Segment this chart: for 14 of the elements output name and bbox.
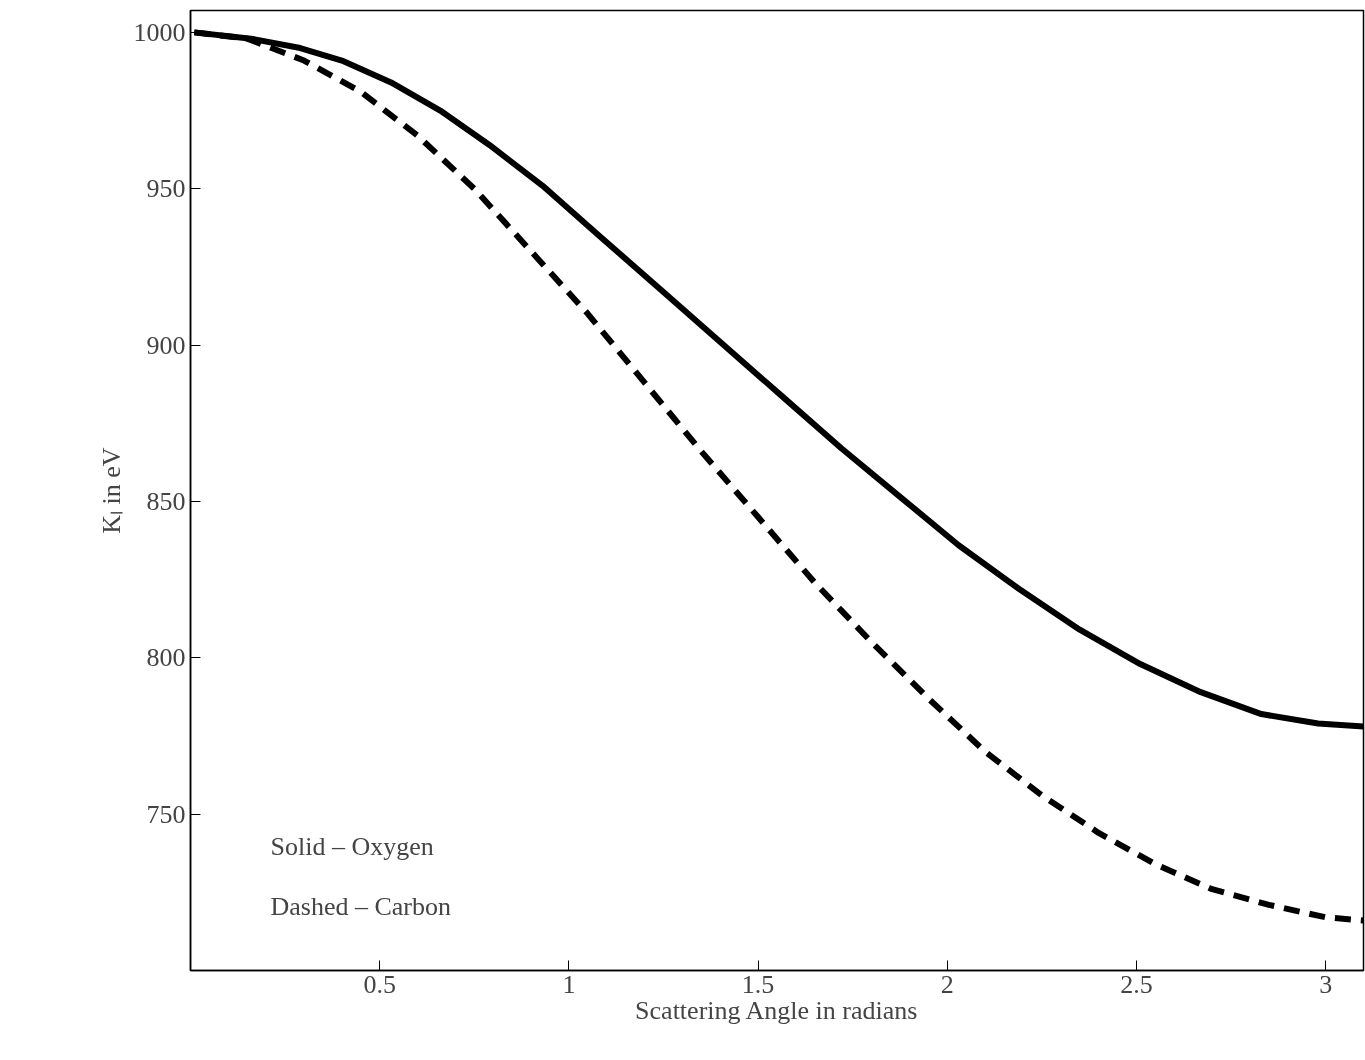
y-tick-label: 900 (146, 330, 186, 360)
y-tick-label: 800 (146, 643, 186, 673)
x-tick-label: 3 (1319, 969, 1333, 999)
y-tick-label: 850 (146, 486, 186, 516)
x-tick-label: 2 (940, 969, 954, 999)
y-tick-label: 750 (146, 799, 186, 829)
annotation: Solid – Oxygen (270, 831, 434, 861)
y-axis-title: Kₗ in eV (96, 447, 126, 534)
y-tick-label: 950 (146, 174, 186, 204)
annotation: Dashed – Carbon (270, 891, 452, 921)
x-tick-label: 2.5 (1120, 969, 1153, 999)
x-tick-label: 0.5 (363, 969, 396, 999)
y-tick-label: 1000 (133, 17, 186, 47)
x-tick-label: 1 (562, 969, 576, 999)
